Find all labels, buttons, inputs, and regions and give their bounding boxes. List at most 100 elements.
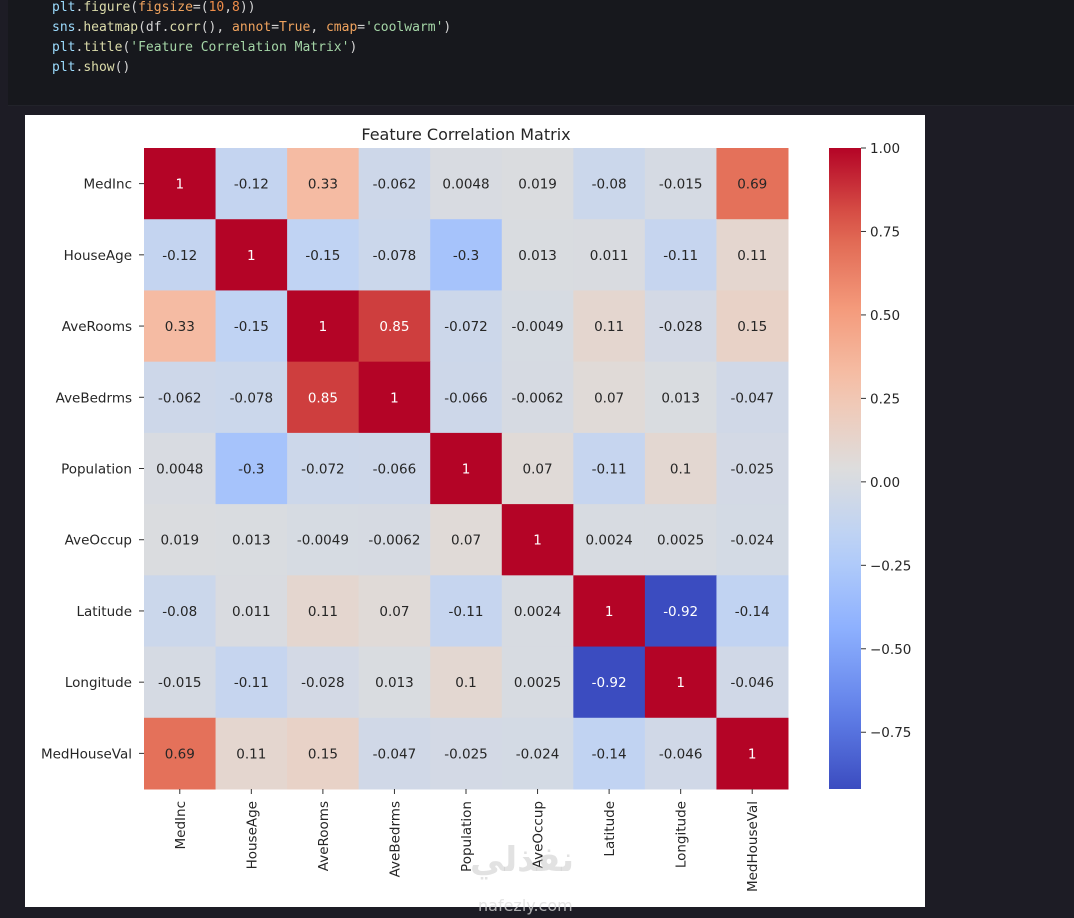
cell-annotation: 0.15	[737, 319, 767, 335]
cell-annotation: 1	[175, 177, 184, 193]
heatmap-cell	[358, 290, 431, 363]
cell-annotation: -0.028	[659, 319, 703, 335]
cell-annotation: 0.011	[590, 248, 629, 264]
cell-annotation: 1	[390, 390, 399, 406]
cell-annotation: 0.0025	[514, 675, 561, 691]
cell-annotation: 1	[462, 462, 471, 478]
cell-annotation: 1	[533, 533, 542, 549]
colorbar-tick-label: −0.75	[870, 725, 911, 741]
heatmap-cell	[215, 361, 288, 434]
code-cell[interactable]: plt.figure(figsize=(10,8)) sns.heatmap(d…	[8, 0, 1074, 106]
cell-annotation: 0.07	[451, 533, 481, 549]
heatmap-cell	[430, 717, 503, 790]
heatmap-cell	[287, 646, 360, 719]
heatmap-cell	[716, 361, 789, 434]
heatmap-cell	[358, 432, 431, 505]
y-axis-labels: MedInc HouseAge AveRooms AveBedrms Populatio…	[41, 177, 144, 762]
cell-annotation: -0.11	[449, 604, 484, 620]
code-token: show	[83, 60, 115, 75]
cell-annotation: 0.69	[165, 746, 195, 762]
y-tick-label: MedInc	[84, 177, 132, 193]
output-figure: Feature Correlation Matrix 1 -0.12 0.33 -0.…	[25, 115, 925, 907]
cell-annotation: -0.15	[305, 248, 340, 264]
cell-annotation: -0.024	[730, 533, 774, 549]
heatmap-cell	[215, 717, 288, 790]
cell-annotation: 0.07	[379, 604, 409, 620]
colorbar-tick-label: 0.25	[870, 391, 900, 407]
x-tick-label: AveOccup	[531, 801, 547, 868]
cell-annotation: -0.024	[516, 746, 560, 762]
heatmap-chart: Feature Correlation Matrix 1 -0.12 0.33 -0.…	[41, 125, 911, 892]
cell-annotation: 0.07	[594, 390, 624, 406]
cell-annotation: 0.1	[455, 675, 476, 691]
heatmap-cell	[716, 290, 789, 363]
cell-annotation: -0.3	[238, 462, 264, 478]
x-tick-label: AveBedrms	[387, 801, 403, 877]
cell-annotation: -0.028	[301, 675, 345, 691]
cell-annotation: -0.92	[663, 604, 698, 620]
heatmap-cell	[430, 148, 503, 220]
heatmap-cell	[287, 504, 360, 576]
heatmap-cell	[144, 575, 217, 648]
heatmap-cell	[287, 575, 360, 648]
cell-annotation: -0.066	[373, 462, 417, 478]
cell-annotation: -0.078	[373, 248, 417, 264]
cell-annotation: -0.072	[301, 462, 345, 478]
x-tick-label: AveRooms	[316, 801, 332, 871]
cell-annotation: -0.12	[162, 248, 197, 264]
heatmap-cell	[430, 219, 503, 291]
cell-annotation: -0.0049	[297, 533, 349, 549]
y-tick-label: Population	[61, 462, 132, 478]
code-token: )	[349, 40, 358, 55]
heatmap-cell	[430, 504, 503, 576]
heatmap-cell	[430, 290, 503, 363]
cell-annotation: 0.07	[523, 462, 553, 478]
code-token: ))	[239, 0, 256, 15]
heatmap-cell	[287, 361, 360, 434]
code-token: True	[279, 20, 311, 35]
cell-annotation: -0.3	[453, 248, 479, 264]
heatmap-cells: 1 -0.12 0.33 -0.062 0.0048 0.019 -0.08 -0.015 0.…	[144, 148, 789, 790]
cell-annotation: 1	[319, 319, 328, 335]
heatmap-cell	[430, 575, 503, 648]
cell-annotation: 0.019	[518, 177, 557, 193]
cell-annotation: 0.11	[737, 248, 767, 264]
heatmap-cell	[144, 219, 217, 291]
cell-annotation: -0.11	[234, 675, 269, 691]
cell-annotation: -0.015	[659, 177, 703, 193]
code-token: .	[75, 0, 84, 15]
colorbar-tick-label: 0.75	[870, 224, 900, 240]
heatmap-cell	[215, 219, 288, 291]
y-tick-label: HouseAge	[64, 248, 132, 264]
colorbar-tick-label: 0.00	[870, 475, 900, 491]
cell-annotation: -0.11	[663, 248, 698, 264]
code-token: figsize	[138, 0, 193, 15]
colorbar-gradient	[829, 148, 861, 789]
heatmap-cell	[573, 219, 646, 291]
code-token: 10	[208, 0, 225, 15]
heatmap-cell	[358, 717, 431, 790]
code-token: (	[130, 0, 139, 15]
heatmap-cell	[144, 646, 217, 719]
heatmap-cell	[644, 504, 717, 576]
heatmap-cell	[501, 717, 574, 790]
heatmap-cell	[144, 361, 217, 434]
cell-annotation: 0.0025	[657, 533, 704, 549]
heatmap-cell	[573, 432, 646, 505]
cell-annotation: 1	[676, 675, 685, 691]
cell-annotation: -0.015	[158, 675, 202, 691]
colorbar-tick-label: −0.25	[870, 558, 911, 574]
heatmap-cell	[358, 646, 431, 719]
heatmap-cell	[358, 575, 431, 648]
heatmap-cell	[501, 504, 574, 576]
code-token: plt	[52, 40, 76, 55]
code-line-4: plt.show()	[52, 58, 130, 78]
heatmap-cell	[644, 148, 717, 220]
cell-annotation: -0.14	[592, 746, 627, 762]
cell-annotation: 0.85	[308, 390, 338, 406]
code-token: =	[357, 20, 366, 35]
cell-annotation: 0.33	[165, 319, 195, 335]
heatmap-cell	[501, 575, 574, 648]
heatmap-cell	[501, 290, 574, 363]
cell-annotation: 1	[247, 248, 256, 264]
